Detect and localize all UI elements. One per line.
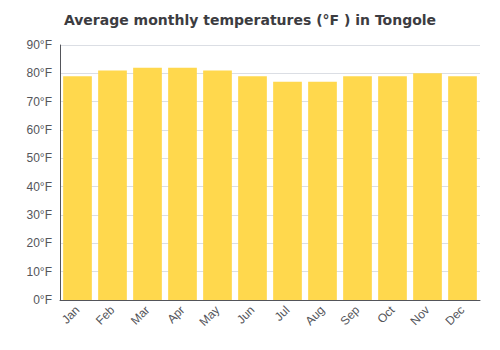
svg-text:60°F: 60°F <box>27 123 52 137</box>
svg-text:50°F: 50°F <box>27 151 52 165</box>
svg-text:10°F: 10°F <box>27 265 52 279</box>
svg-text:Nov: Nov <box>407 303 432 328</box>
svg-text:Average monthly temperatures (: Average monthly temperatures (°F ) in To… <box>64 12 436 28</box>
svg-text:Mar: Mar <box>128 303 153 327</box>
svg-text:30°F: 30°F <box>27 208 52 222</box>
svg-text:Jul: Jul <box>272 303 293 324</box>
svg-text:May: May <box>197 303 223 329</box>
svg-text:70°F: 70°F <box>27 95 52 109</box>
svg-text:0°F: 0°F <box>33 293 52 307</box>
svg-text:Jun: Jun <box>234 303 258 327</box>
svg-text:Apr: Apr <box>164 303 187 326</box>
svg-text:Dec: Dec <box>442 303 467 328</box>
svg-text:Feb: Feb <box>93 303 118 328</box>
svg-text:90°F: 90°F <box>27 38 52 52</box>
svg-text:Sep: Sep <box>337 303 362 328</box>
svg-text:Oct: Oct <box>374 303 398 327</box>
svg-text:40°F: 40°F <box>27 180 52 194</box>
svg-text:80°F: 80°F <box>27 66 52 80</box>
svg-text:Jan: Jan <box>59 303 83 327</box>
svg-text:Aug: Aug <box>302 303 327 328</box>
svg-text:20°F: 20°F <box>27 236 52 250</box>
